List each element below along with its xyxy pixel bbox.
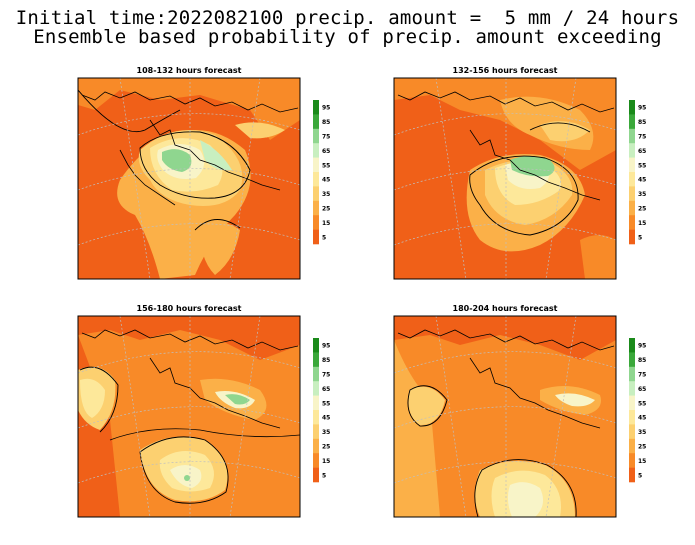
panel-3-title: 156-180 hours forecast xyxy=(136,304,242,313)
colorbar-label: 65 xyxy=(638,386,646,393)
panel-1-title: 108-132 hours forecast xyxy=(136,66,242,75)
colorbar-swatch xyxy=(629,200,635,216)
colorbar-label: 45 xyxy=(638,415,646,422)
colorbar-label: 25 xyxy=(638,206,646,213)
colorbar-swatch xyxy=(629,172,635,187)
colorbar-label: 95 xyxy=(322,343,330,350)
panel-2-title: 132-156 hours forecast xyxy=(452,66,558,75)
colorbar-label: 45 xyxy=(322,415,330,422)
colorbar-swatch xyxy=(629,157,635,173)
colorbar-label: 15 xyxy=(322,220,330,227)
colorbar-label: 45 xyxy=(322,177,330,184)
colorbar-swatch xyxy=(313,381,319,396)
colorbar-swatch xyxy=(629,410,635,425)
colorbar-label: 25 xyxy=(322,206,330,213)
colorbar-swatch xyxy=(313,157,319,173)
colorbar-panel-2: 95 85 75 65 55 45 35 25 15 5 xyxy=(629,100,646,245)
colorbar-swatch xyxy=(629,366,635,382)
header-title-line-1: Initial time:2022082100 precip. amount =… xyxy=(15,7,680,29)
colorbar-panel-3: 95 85 75 65 55 45 35 25 15 5 xyxy=(313,338,330,483)
colorbar-swatch xyxy=(629,128,635,144)
colorbar-label: 15 xyxy=(638,220,646,227)
colorbar-label: 75 xyxy=(322,134,330,141)
colorbar-label: 35 xyxy=(638,429,646,436)
colorbar-label: 55 xyxy=(322,400,330,407)
colorbar-label: 35 xyxy=(322,191,330,198)
colorbar-swatch xyxy=(629,100,635,115)
colorbar-label: 95 xyxy=(638,343,646,350)
colorbar-label: 35 xyxy=(638,191,646,198)
panel-4-title: 180-204 hours forecast xyxy=(452,304,558,313)
colorbar-swatch xyxy=(629,381,635,396)
colorbar-swatch xyxy=(313,186,319,202)
colorbar-panel-4: 95 85 75 65 55 45 35 25 15 5 xyxy=(629,338,646,483)
colorbar-swatch xyxy=(313,143,319,158)
colorbar-label: 95 xyxy=(322,105,330,112)
colorbar-panel-1: 95 85 75 65 55 45 35 25 15 5 xyxy=(313,100,330,245)
colorbar-swatch xyxy=(313,438,319,454)
colorbar-label: 25 xyxy=(638,444,646,451)
colorbar-swatch xyxy=(629,467,635,483)
panel-2-map xyxy=(394,78,616,279)
colorbar-swatch xyxy=(629,438,635,454)
colorbar-swatch xyxy=(629,215,635,230)
colorbar-swatch xyxy=(313,366,319,382)
colorbar-swatch xyxy=(313,172,319,187)
colorbar-swatch xyxy=(313,215,319,230)
colorbar-label: 75 xyxy=(638,134,646,141)
colorbar-swatch xyxy=(629,424,635,440)
colorbar-swatch xyxy=(629,229,635,245)
colorbar-swatch xyxy=(313,453,319,468)
colorbar-swatch xyxy=(629,114,635,130)
colorbar-label: 35 xyxy=(322,429,330,436)
colorbar-label: 5 xyxy=(638,234,642,241)
colorbar-swatch xyxy=(313,338,319,353)
colorbar-swatch xyxy=(313,410,319,425)
colorbar-swatch xyxy=(313,352,319,368)
colorbar-label: 85 xyxy=(638,357,646,364)
colorbar-label: 15 xyxy=(322,458,330,465)
colorbar-swatch xyxy=(629,186,635,202)
colorbar-swatch xyxy=(629,352,635,368)
colorbar-label: 75 xyxy=(638,372,646,379)
colorbar-swatch xyxy=(313,114,319,130)
colorbar-swatch xyxy=(313,128,319,144)
colorbar-swatch xyxy=(313,200,319,216)
colorbar-label: 75 xyxy=(322,372,330,379)
colorbar-swatch xyxy=(313,229,319,245)
colorbar-label: 5 xyxy=(638,472,642,479)
colorbar-label: 65 xyxy=(322,386,330,393)
colorbar-label: 95 xyxy=(638,105,646,112)
colorbar-label: 55 xyxy=(638,162,646,169)
colorbar-label: 85 xyxy=(638,119,646,126)
colorbar-label: 5 xyxy=(322,234,326,241)
colorbar-label: 55 xyxy=(322,162,330,169)
colorbar-label: 85 xyxy=(322,357,330,364)
colorbar-label: 5 xyxy=(322,472,326,479)
colorbar-label: 25 xyxy=(322,444,330,451)
colorbar-label: 65 xyxy=(638,148,646,155)
colorbar-label: 55 xyxy=(638,400,646,407)
colorbar-label: 65 xyxy=(322,148,330,155)
colorbar-label: 85 xyxy=(322,119,330,126)
panel-1-map xyxy=(78,78,300,279)
colorbar-label: 45 xyxy=(638,177,646,184)
header-title-line-2: Ensemble based probability of precip. am… xyxy=(33,26,662,48)
colorbar-swatch xyxy=(629,453,635,468)
colorbar-swatch xyxy=(313,467,319,483)
colorbar-swatch xyxy=(313,424,319,440)
panel-3-map xyxy=(78,316,300,517)
colorbar-swatch xyxy=(313,395,319,411)
colorbar-label: 15 xyxy=(638,458,646,465)
colorbar-swatch xyxy=(629,395,635,411)
colorbar-swatch xyxy=(629,143,635,158)
colorbar-swatch xyxy=(629,338,635,353)
colorbar-swatch xyxy=(313,100,319,115)
panel-4-map xyxy=(394,316,616,517)
